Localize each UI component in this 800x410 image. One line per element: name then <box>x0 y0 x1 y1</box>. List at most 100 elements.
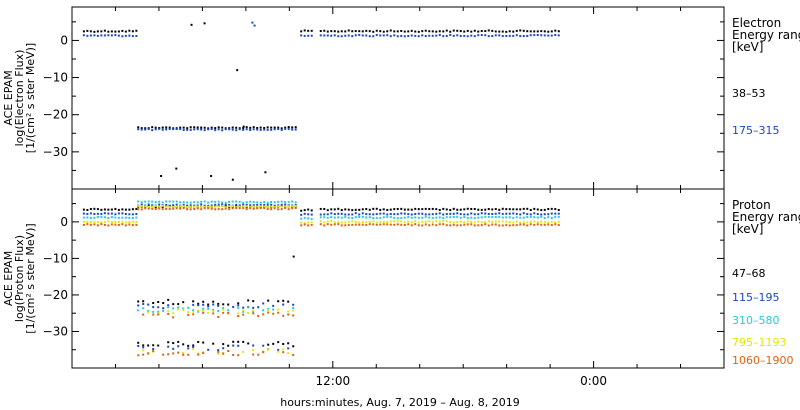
data-point <box>238 205 241 208</box>
data-point <box>347 220 350 223</box>
data-point <box>256 201 259 204</box>
data-point <box>435 208 438 211</box>
data-point <box>154 206 157 209</box>
data-point <box>228 127 231 130</box>
data-point <box>389 220 392 223</box>
data-point <box>543 30 546 33</box>
data-point <box>477 208 480 211</box>
data-point <box>300 30 303 33</box>
data-point <box>214 205 217 208</box>
data-point <box>459 208 462 211</box>
data-point <box>192 313 195 316</box>
data-point <box>466 223 469 226</box>
data-point <box>533 212 536 215</box>
data-point <box>287 310 290 313</box>
data-point <box>410 34 413 37</box>
y-tick-label: −20 <box>43 288 68 302</box>
data-point <box>365 213 368 216</box>
data-point <box>273 126 276 129</box>
data-point <box>140 128 143 131</box>
data-point <box>459 220 462 223</box>
data-point <box>351 223 354 226</box>
data-point <box>267 299 270 302</box>
data-point <box>449 216 452 219</box>
data-point <box>222 352 225 355</box>
data-point <box>477 216 480 219</box>
data-point <box>459 30 462 33</box>
data-point <box>172 342 175 345</box>
data-point <box>477 30 480 33</box>
data-point <box>438 220 441 223</box>
data-point <box>158 205 161 208</box>
data-point <box>368 216 371 219</box>
data-point <box>323 207 326 210</box>
data-point <box>368 213 371 216</box>
data-point <box>124 221 127 224</box>
data-point <box>131 217 134 220</box>
data-point <box>277 350 280 353</box>
data-point <box>196 207 199 210</box>
data-point <box>543 217 546 220</box>
data-point <box>417 216 420 219</box>
data-point <box>114 207 117 210</box>
data-point <box>456 212 459 215</box>
data-point <box>117 34 120 37</box>
data-point <box>379 217 382 220</box>
data-point <box>277 308 280 311</box>
data-point <box>326 34 329 37</box>
data-point <box>344 216 347 219</box>
data-point <box>330 30 333 33</box>
data-point <box>445 208 448 211</box>
data-point <box>210 128 213 131</box>
data-point <box>550 30 553 33</box>
data-point <box>382 223 385 226</box>
data-point <box>245 128 248 131</box>
data-point <box>100 212 103 215</box>
data-point <box>379 212 382 215</box>
data-point <box>266 128 269 131</box>
data-point <box>247 306 250 309</box>
data-point <box>400 223 403 226</box>
data-point <box>172 312 175 315</box>
data-point <box>512 208 515 211</box>
data-point <box>203 200 206 203</box>
data-point <box>207 307 210 310</box>
data-point <box>177 345 180 348</box>
data-point <box>512 212 515 215</box>
y-axis-label-line: log(Proton Flux) <box>13 235 26 322</box>
data-point <box>487 35 490 38</box>
data-point <box>323 224 326 227</box>
data-point <box>96 224 99 227</box>
data-point <box>137 204 140 207</box>
data-point <box>249 207 252 210</box>
data-point <box>300 34 303 37</box>
data-point <box>214 127 217 130</box>
data-point <box>438 30 441 33</box>
data-point <box>310 221 313 224</box>
data-point <box>536 221 539 224</box>
y-axis-label-line: [1/(cm² s ster MeV)] <box>24 223 37 333</box>
data-point <box>543 223 546 226</box>
data-point <box>137 128 140 131</box>
data-point <box>319 34 322 37</box>
data-point <box>294 128 297 131</box>
data-point <box>210 204 213 207</box>
data-point <box>193 126 196 129</box>
data-point <box>186 127 189 130</box>
data-point <box>224 201 227 204</box>
data-point <box>142 344 145 347</box>
data-point <box>512 216 515 219</box>
data-point <box>354 212 357 215</box>
data-point <box>540 215 543 218</box>
data-point <box>128 221 131 224</box>
data-point <box>347 208 350 211</box>
data-point <box>505 212 508 215</box>
data-point <box>263 205 266 208</box>
data-point <box>217 304 220 307</box>
data-point <box>326 216 329 219</box>
data-point <box>128 216 131 219</box>
data-point <box>557 224 560 227</box>
data-point <box>259 128 262 131</box>
data-point <box>110 34 113 37</box>
data-point <box>389 35 392 38</box>
